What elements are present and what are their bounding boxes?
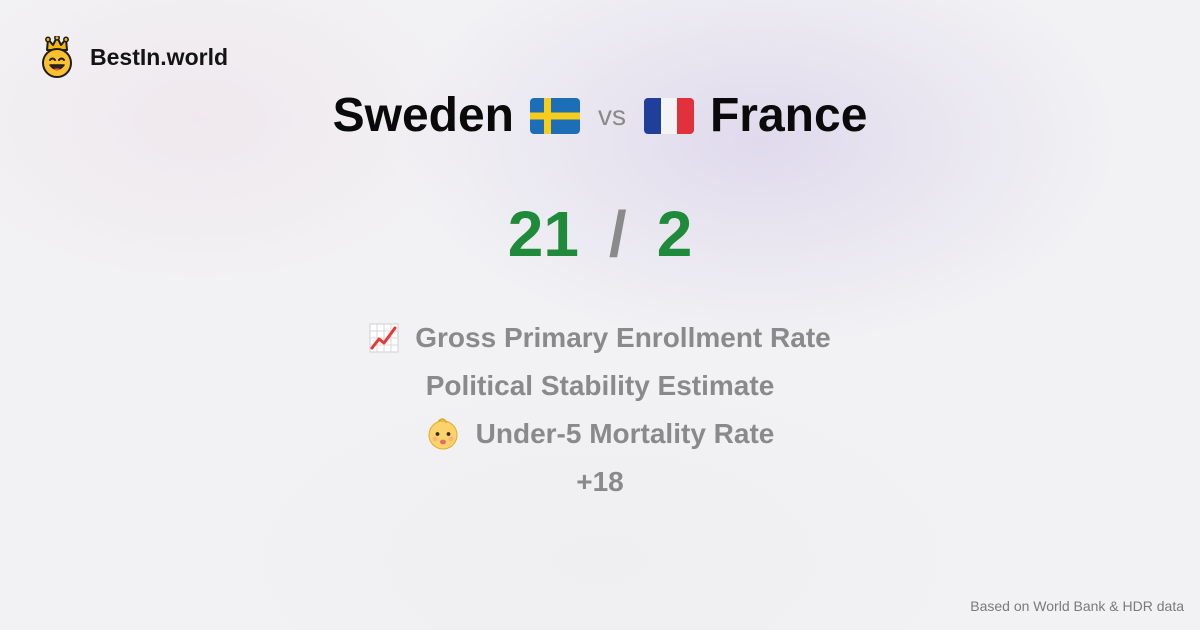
right-score: 2 xyxy=(656,198,693,270)
france-flag-icon xyxy=(643,98,694,134)
metric-item: Gross Primary Enrollment Rate xyxy=(369,314,831,362)
brand-name: BestIn.world xyxy=(90,43,229,70)
left-score: 21 xyxy=(507,198,579,270)
score: 21 / 2 xyxy=(0,196,1200,272)
metric-item: Under-5 Mortality Rate xyxy=(426,410,775,458)
sweden-flag-icon xyxy=(529,98,580,134)
crowned-smiley-icon xyxy=(38,36,76,78)
right-country-name: France xyxy=(709,89,868,142)
baby-icon xyxy=(426,417,460,451)
comparison-title: Sweden vs France xyxy=(0,88,1200,144)
metrics-list: Gross Primary Enrollment Rate Political … xyxy=(0,314,1200,506)
metric-item: Political Stability Estimate xyxy=(426,362,775,410)
metric-label: Gross Primary Enrollment Rate xyxy=(415,322,831,353)
metric-label: Under-5 Mortality Rate xyxy=(475,418,775,449)
data-source-note: Based on World Bank & HDR data xyxy=(970,598,1184,614)
more-metrics-count: +18 xyxy=(576,458,624,506)
metric-label: Political Stability Estimate xyxy=(425,370,775,401)
vs-label: vs xyxy=(597,100,626,131)
left-country-name: Sweden xyxy=(332,89,514,142)
brand[interactable]: BestIn.world xyxy=(38,36,228,78)
chart-increasing-icon xyxy=(369,323,399,353)
metric-label: +18 xyxy=(576,466,624,497)
score-separator: / xyxy=(608,198,627,270)
